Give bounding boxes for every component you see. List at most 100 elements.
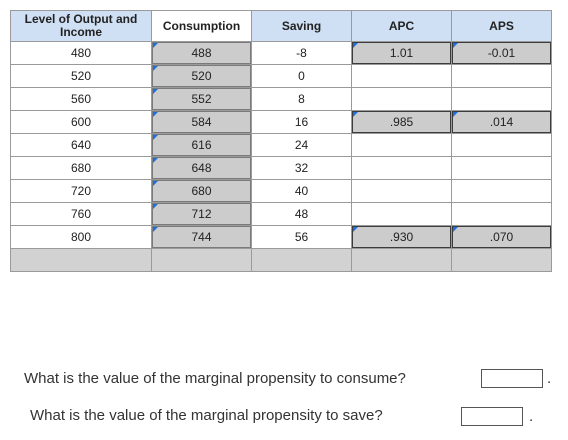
footer-cell [10,248,152,272]
consumption-cell[interactable]: 680 [151,179,252,203]
output-cell-value: 760 [70,207,92,221]
consumption-cell-value: 712 [191,207,212,221]
saving-cell-value: 0 [298,69,305,83]
consumption-cell[interactable]: 712 [151,202,252,226]
apc-cell [351,64,452,88]
consumption-cell[interactable]: 584 [151,110,252,134]
saving-cell: 16 [251,110,352,134]
aps-cell-value: .014 [489,115,514,129]
input-marker-icon [153,112,158,117]
table-row: 720 680 40 [10,179,552,203]
aps-cell-value: -0.01 [487,46,516,60]
table-row: 600 584 16 .985 .014 [10,110,552,134]
question-mps: What is the value of the marginal propen… [30,407,383,424]
output-cell-value: 480 [70,46,92,60]
apc-cell [351,87,452,111]
table-row: 560 552 8 [10,87,552,111]
output-cell: 680 [10,156,152,180]
output-cell-value: 560 [70,92,92,106]
output-cell: 640 [10,133,152,157]
mpc-period: . [547,370,552,387]
consumption-cell-value: 552 [191,92,212,106]
table-body: 480 488 -8 1.01 -0.01 520 520 0 560 552 8 600 584 16.… [10,41,552,272]
output-cell: 800 [10,225,152,249]
output-cell: 480 [10,41,152,65]
header-aps: APS [451,10,552,42]
table-row: 640 616 24 [10,133,552,157]
consumption-cell-value: 616 [191,138,212,152]
aps-cell [451,202,552,226]
input-marker-icon [153,135,158,140]
footer-cell [351,248,452,272]
consumption-cell-value: 584 [191,115,212,129]
input-marker-icon [153,227,158,232]
apc-cell-value: 1.01 [389,46,414,60]
saving-cell-value: -8 [296,46,307,60]
input-marker-icon [453,112,458,117]
header-consumption: Consumption [151,10,252,42]
consumption-cell[interactable]: 744 [151,225,252,249]
output-cell-value: 800 [70,230,92,244]
saving-cell-value: 16 [294,115,309,129]
header-apc: APC [351,10,452,42]
aps-cell [451,133,552,157]
table-header-row: Level of Output and Income Consumption S… [10,10,552,42]
footer-cell [451,248,552,272]
header-saving: Saving [251,10,352,42]
table-row: 680 648 32 [10,156,552,180]
mps-period: . [529,408,534,425]
apc-cell[interactable]: .985 [351,110,452,134]
mps-answer-input[interactable] [461,407,523,426]
input-marker-icon [153,181,158,186]
footer-cell [151,248,252,272]
aps-cell[interactable]: .070 [451,225,552,249]
saving-cell-value: 24 [294,138,309,152]
input-marker-icon [153,43,158,48]
apc-cell [351,133,452,157]
consumption-cell[interactable]: 648 [151,156,252,180]
apc-cell-value: .930 [389,230,414,244]
input-marker-icon [453,227,458,232]
table-row: 800 744 56 .930 .070 [10,225,552,249]
apc-cell[interactable]: .930 [351,225,452,249]
consumption-cell[interactable]: 488 [151,41,252,65]
aps-cell[interactable]: .014 [451,110,552,134]
saving-cell: 32 [251,156,352,180]
aps-cell-value: .070 [489,230,514,244]
consumption-cell-value: 648 [191,161,212,175]
output-cell: 560 [10,87,152,111]
input-marker-icon [153,158,158,163]
output-cell-value: 640 [70,138,92,152]
saving-cell: 40 [251,179,352,203]
saving-cell-value: 40 [294,184,309,198]
table-row: 480 488 -8 1.01 -0.01 [10,41,552,65]
mpc-answer-input[interactable] [481,369,543,388]
consumption-cell[interactable]: 552 [151,87,252,111]
saving-cell: -8 [251,41,352,65]
apc-cell [351,179,452,203]
apc-cell[interactable]: 1.01 [351,41,452,65]
aps-cell [451,156,552,180]
input-marker-icon [353,112,358,117]
apc-cell-value: .985 [389,115,414,129]
saving-cell: 48 [251,202,352,226]
aps-cell[interactable]: -0.01 [451,41,552,65]
saving-cell-value: 48 [294,207,309,221]
apc-cell [351,156,452,180]
saving-cell-value: 8 [298,92,305,106]
footer-cell [251,248,352,272]
output-cell-value: 600 [70,115,92,129]
data-table: Level of Output and Income Consumption S… [10,10,552,272]
aps-cell [451,64,552,88]
table-row: 760 712 48 [10,202,552,226]
output-cell: 720 [10,179,152,203]
input-marker-icon [453,43,458,48]
consumption-cell[interactable]: 520 [151,64,252,88]
input-marker-icon [353,43,358,48]
table-footer-bar [10,248,552,272]
consumption-cell-value: 520 [191,69,212,83]
apc-cell [351,202,452,226]
consumption-cell-value: 744 [191,230,212,244]
consumption-cell[interactable]: 616 [151,133,252,157]
header-output: Level of Output and Income [10,10,152,42]
